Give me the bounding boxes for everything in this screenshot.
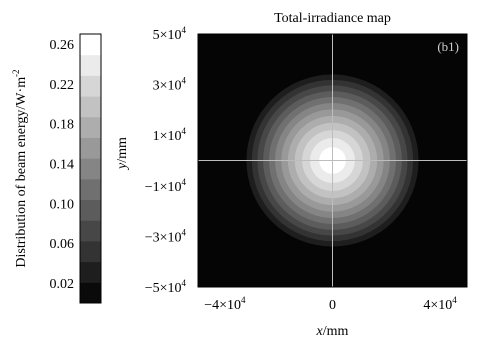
x-tick-label: 4×104 [423, 295, 457, 313]
colorbar-band [80, 158, 101, 180]
colorbar-label-text: Distribution of beam energy/W·m [14, 77, 29, 268]
colorbar-bands [80, 34, 101, 304]
panel-label: (b1) [437, 39, 459, 54]
colorbar-tick-label: 0.02 [50, 277, 75, 292]
y-axis-ticks: 5×104 3×104 1×104 −1×104 −3×104 −5×104 [145, 25, 187, 296]
colorbar-band [80, 178, 101, 201]
beam-irradiance-rings [246, 74, 419, 247]
y-tick-label: −5×104 [145, 278, 187, 296]
y-tick-label: 5×104 [153, 25, 187, 43]
x-tick-label: −4×104 [204, 295, 246, 313]
plot-frame [197, 33, 468, 288]
y-axis-label-var: y [115, 162, 130, 171]
y-tick-label: 3×104 [153, 76, 187, 94]
colorbar-band [80, 261, 101, 283]
colorbar-ticks: 0.26 0.22 0.18 0.14 0.10 0.06 0.02 [50, 38, 75, 292]
colorbar-band [80, 199, 101, 221]
colorbar-frame [79, 33, 102, 304]
colorbar-tick-label: 0.26 [50, 38, 75, 53]
colorbar-band [80, 75, 101, 97]
y-axis-label-unit: /mm [115, 137, 130, 163]
colorbar-tick-label: 0.18 [50, 118, 75, 133]
colorbar-label-exp: -2 [11, 69, 21, 77]
colorbar-band [80, 282, 101, 304]
colorbar-band [80, 116, 101, 138]
y-tick-label: 1×104 [153, 126, 187, 144]
colorbar-band [80, 220, 101, 242]
colorbar-band [80, 240, 101, 263]
y-axis-label: y/mm [115, 137, 130, 171]
x-axis-label-var: x [316, 324, 324, 339]
colorbar-band [80, 96, 101, 118]
y-tick-label: −3×104 [145, 227, 187, 245]
y-tick-label: −1×104 [145, 177, 187, 195]
x-axis-label-unit: /mm [323, 324, 349, 339]
x-tick-label: 0 [329, 298, 336, 313]
colorbar-tick-label: 0.06 [50, 237, 75, 252]
colorbar-tick-label: 0.22 [50, 78, 75, 93]
colorbar-band [80, 34, 101, 56]
x-axis-ticks: −4×104 0 4×104 [204, 295, 457, 313]
x-axis-label: x/mm [316, 324, 349, 339]
chart-title: Total-irradiance map [274, 11, 391, 26]
colorbar: 0.26 0.22 0.18 0.14 0.10 0.06 0.02 Distributio… [11, 33, 102, 304]
colorbar-tick-label: 0.14 [50, 158, 75, 173]
colorbar-label: Distribution of beam energy/W·m-2 [11, 69, 29, 267]
colorbar-tick-label: 0.10 [50, 197, 75, 212]
colorbar-band [80, 137, 101, 159]
plot-area: (b1) [197, 33, 468, 288]
colorbar-band [80, 54, 101, 76]
